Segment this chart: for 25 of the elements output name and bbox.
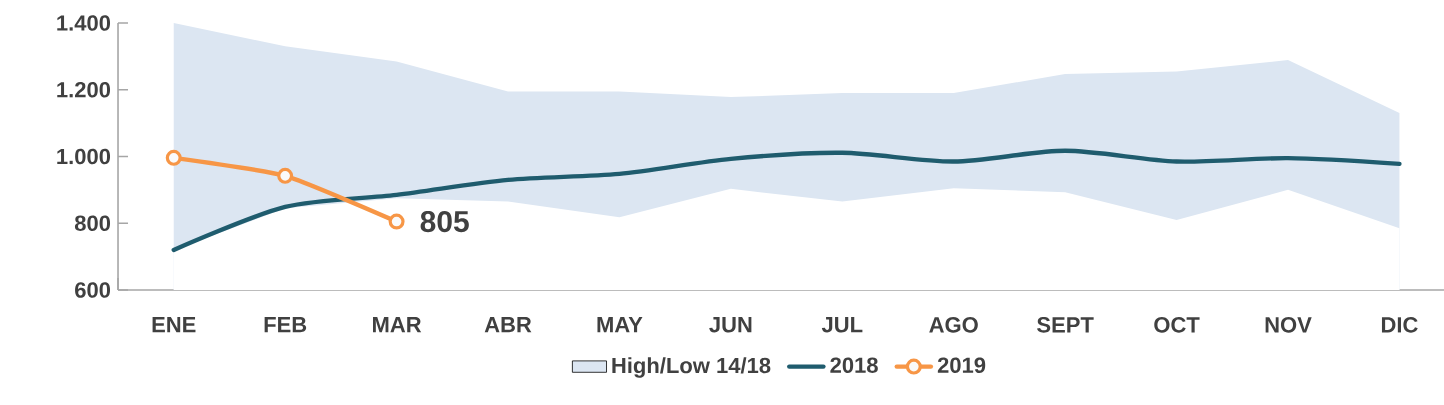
y-tick-label: 1.000 <box>57 148 111 165</box>
data-label: 805 <box>420 210 469 233</box>
x-tick-label: JUL <box>821 317 863 333</box>
x-tick-label: DIC <box>1381 317 1418 333</box>
x-tick-label: SEPT <box>1037 317 1094 333</box>
x-tick-label: ENE <box>152 317 196 333</box>
x-tick-label: AGO <box>929 317 978 333</box>
x-tick-label: MAY <box>597 317 643 333</box>
y-tick-label: 1.200 <box>57 81 111 98</box>
y-tick-label: 800 <box>74 215 111 232</box>
x-tick-label: NOV <box>1265 317 1312 333</box>
point <box>277 167 294 184</box>
legend-label: 2019 <box>937 357 986 373</box>
x-tick-label: ABR <box>484 317 532 333</box>
legend-label: 2018 <box>830 357 878 373</box>
point <box>165 149 182 166</box>
point <box>388 213 405 230</box>
x-tick-label: OCT <box>1154 317 1200 333</box>
y-tick-label: 1.400 <box>57 15 111 31</box>
x-tick-label: MAR <box>373 317 422 333</box>
line-series <box>171 148 1402 253</box>
y-tick-label: 600 <box>75 282 111 298</box>
x-tick-label: FEB <box>264 317 307 333</box>
legend-label: High/Low 14/18 <box>612 357 771 378</box>
x-tick-label: JUN <box>709 317 752 333</box>
